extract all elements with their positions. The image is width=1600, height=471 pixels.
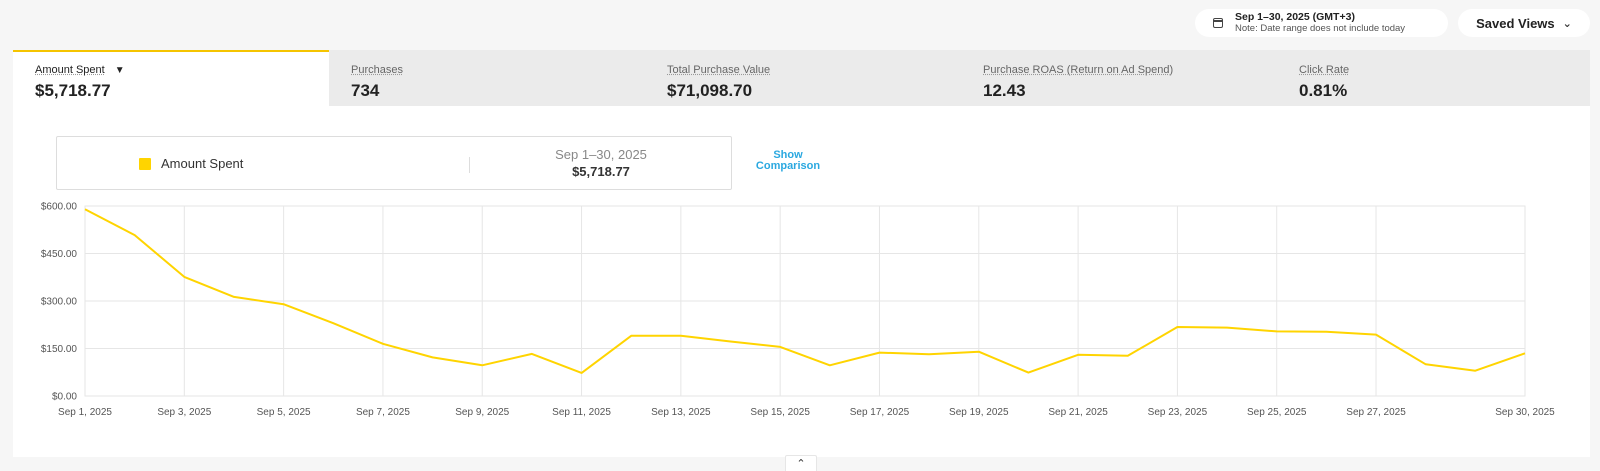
- date-range-text: Sep 1–30, 2025 (GMT+3): [1235, 11, 1355, 23]
- tab-value: 12.43: [983, 81, 1026, 100]
- calendar-icon: [1213, 18, 1223, 28]
- x-tick-label: Sep 30, 2025: [1495, 407, 1555, 418]
- series-line: [84, 208, 1526, 374]
- date-range-note: Note: Date range does not include today: [1235, 23, 1406, 34]
- tab-value: $71,098.70: [667, 81, 753, 100]
- date-range-picker[interactable]: Sep 1–30, 2025 (GMT+3) Note: Date range …: [1195, 9, 1448, 37]
- legend-divider: [469, 157, 470, 173]
- tab-value: 734: [351, 81, 380, 100]
- chart-legend-box: Amount Spent Sep 1–30, 2025 $5,718.77: [56, 136, 732, 190]
- x-tick-label: Sep 1, 2025: [58, 407, 112, 418]
- x-tick-label: Sep 17, 2025: [850, 407, 910, 418]
- metrics-panel: Amount Spent ▼ $5,718.77 Purchases 734 To…: [13, 50, 1590, 457]
- x-tick-label: Sep 23, 2025: [1148, 407, 1208, 418]
- x-tick-label: Sep 15, 2025: [750, 407, 810, 418]
- x-tick-label: Sep 27, 2025: [1346, 407, 1406, 418]
- tab-label: Total Purchase Value: [667, 64, 771, 76]
- chevron-down-icon: ⌄: [1562, 17, 1572, 30]
- tab-label: Amount Spent: [35, 64, 105, 76]
- collapse-chart-button[interactable]: ⌃: [785, 455, 817, 471]
- tab-value: 0.81%: [1299, 81, 1348, 100]
- x-tick-label: Sep 21, 2025: [1048, 407, 1108, 418]
- caret-down-icon[interactable]: ▼: [114, 65, 125, 76]
- tab-purchase-roas[interactable]: Purchase ROAS (Return on Ad Spend) 12.43: [961, 50, 1277, 106]
- x-tick-label: Sep 3, 2025: [157, 407, 211, 418]
- legend-series-name: Amount Spent: [161, 156, 244, 171]
- x-tick-label: Sep 5, 2025: [257, 407, 311, 418]
- x-tick-label: Sep 7, 2025: [356, 407, 410, 418]
- x-tick-label: Sep 11, 2025: [552, 407, 611, 418]
- x-tick-label: Sep 19, 2025: [949, 407, 1009, 418]
- tab-label: Click Rate: [1299, 64, 1350, 76]
- tab-label: Purchase ROAS (Return on Ad Spend): [983, 64, 1174, 76]
- x-tick-label: Sep 25, 2025: [1247, 407, 1307, 418]
- y-tick-label: $150.00: [41, 344, 78, 355]
- tab-value: $5,718.77: [35, 81, 111, 100]
- tab-purchases[interactable]: Purchases 734: [329, 50, 645, 106]
- saved-views-dropdown[interactable]: Saved Views ⌄: [1458, 9, 1590, 37]
- x-tick-label: Sep 9, 2025: [455, 407, 509, 418]
- y-tick-label: $300.00: [41, 297, 78, 308]
- legend-total: $5,718.77: [572, 164, 630, 179]
- amount-spent-line-chart: $0.00 $150.00 $300.00 $450.00 $600.00 Sep 1, …: [41, 202, 1555, 419]
- tab-label: Purchases: [351, 64, 403, 76]
- tab-total-purchase-value[interactable]: Total Purchase Value $71,098.70: [645, 50, 961, 106]
- tab-amount-spent[interactable]: Amount Spent ▼ $5,718.77: [13, 50, 329, 106]
- y-tick-label: $600.00: [41, 202, 78, 213]
- show-comparison-link[interactable]: Show Comparison: [755, 149, 821, 172]
- legend-swatch: [139, 158, 151, 170]
- saved-views-label: Saved Views: [1476, 15, 1555, 31]
- metric-tabs: Amount Spent ▼ $5,718.77 Purchases 734 To…: [13, 50, 1590, 106]
- y-tick-label: $450.00: [41, 249, 78, 260]
- chevron-up-icon: ⌃: [796, 458, 806, 470]
- x-tick-label: Sep 13, 2025: [651, 407, 711, 418]
- tab-click-rate[interactable]: Click Rate 0.81%: [1277, 50, 1590, 106]
- legend-date-range: Sep 1–30, 2025: [555, 147, 647, 162]
- y-tick-label: $0.00: [52, 392, 77, 403]
